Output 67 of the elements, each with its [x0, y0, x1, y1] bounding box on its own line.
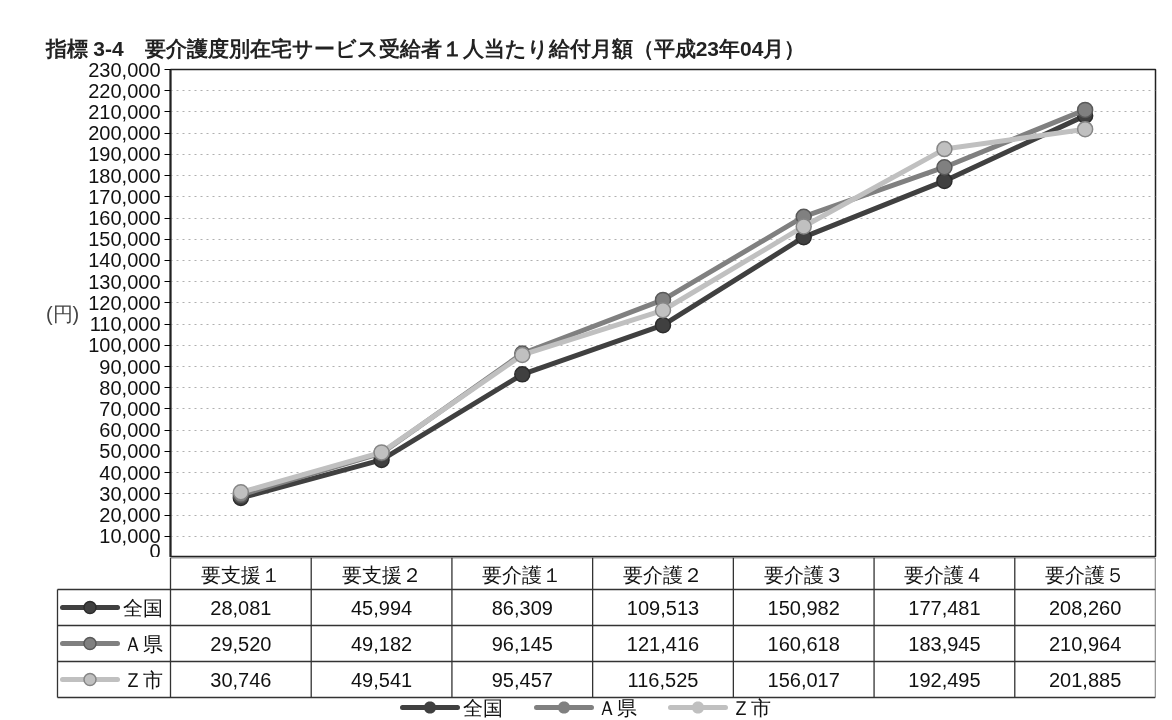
data-label: 177,481	[908, 596, 981, 619]
x-tick-label: 要介護４	[904, 563, 985, 586]
data-label: 201,885	[1049, 668, 1122, 691]
y-tick-label: 190,000	[88, 143, 161, 166]
y-tick-label: 40,000	[99, 461, 161, 484]
legend-label: Ｚ市	[122, 668, 163, 691]
data-label: 116,525	[627, 668, 699, 691]
data-label: 160,618	[767, 632, 840, 655]
data-label: 96,145	[491, 632, 553, 655]
text: 全国	[462, 696, 503, 719]
point	[1076, 101, 1094, 119]
y-tick-label: 180,000	[88, 164, 161, 187]
data-label: 121,416	[626, 632, 700, 655]
point	[936, 172, 953, 190]
y-tick-label: 220,000	[88, 79, 161, 102]
data-label: 208,260	[1049, 596, 1122, 619]
legend-label: 全国	[122, 596, 163, 619]
text: Ａ県	[596, 696, 637, 719]
y-axis-title: (円)	[45, 302, 80, 325]
y-tick-label: 50,000	[99, 440, 161, 463]
x-tick-label: 要支援２	[341, 563, 422, 586]
x-tick-label: 要介護５	[1045, 563, 1126, 586]
point	[936, 140, 953, 158]
y-tick-label: 210,000	[88, 100, 161, 123]
y-tick-label: 170,000	[88, 185, 161, 208]
data-label: 95,457	[491, 668, 553, 691]
data-label: 30,746	[210, 668, 272, 691]
data-label: 28,081	[210, 596, 272, 619]
y-tick-label: 70,000	[99, 397, 161, 420]
y-tick-label: 130,000	[88, 270, 161, 293]
data-label: 150,982	[767, 596, 840, 619]
y-tick-label: 100,000	[88, 334, 161, 357]
y-tick-label: 90,000	[99, 355, 161, 378]
data-label: 29,520	[210, 632, 272, 655]
data-label: 183,945	[908, 632, 981, 655]
point	[654, 316, 672, 334]
y-tick-label: 80,000	[99, 376, 161, 399]
y-tick-label: 110,000	[89, 313, 161, 336]
y-tick-label: 150,000	[88, 228, 161, 251]
y-tick-label: 160,000	[88, 207, 161, 230]
data-label: 210,964	[1049, 632, 1122, 655]
point	[936, 158, 953, 176]
data-label: 156,017	[767, 668, 840, 691]
data-label: 49,182	[350, 632, 413, 655]
point	[795, 218, 812, 235]
data-label: 109,513	[626, 596, 700, 619]
chart-title: 指標 3-4 要介護度別在宅サービス受給者１人当たり給付月額（平成23年04月）	[44, 36, 806, 61]
data-label: 45,994	[350, 596, 413, 619]
legend-label: Ａ県	[122, 632, 163, 655]
y-tick-label: 20,000	[99, 504, 161, 527]
text: Ｚ市	[730, 696, 771, 719]
x-tick-label: 要介護２	[623, 563, 703, 586]
point	[514, 366, 531, 383]
y-tick-label: 120,000	[88, 291, 161, 314]
data-label: 86,309	[491, 596, 553, 619]
y-tick-label: 30,000	[99, 482, 161, 505]
data-label: 192,495	[908, 668, 981, 691]
point	[654, 302, 672, 319]
y-tick-label: 60,000	[99, 419, 161, 442]
x-tick-label: 要支援１	[200, 563, 281, 586]
y-tick-label: 230,000	[88, 58, 161, 81]
data-label: 49,541	[350, 668, 413, 691]
point	[1076, 120, 1094, 138]
y-tick-label: 140,000	[88, 249, 161, 272]
y-tick-label: 200,000	[88, 122, 161, 145]
x-tick-label: 要介護１	[482, 563, 563, 586]
x-tick-label: 要介護３	[763, 563, 844, 586]
